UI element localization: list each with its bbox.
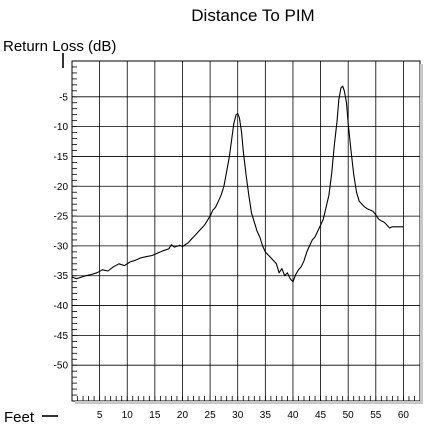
x-tick-label: 25	[205, 410, 217, 421]
x-tick-label: 55	[370, 410, 382, 421]
x-tick-label: 35	[260, 410, 272, 421]
x-tick-label: 50	[343, 410, 355, 421]
minor-ticks	[72, 66, 415, 402]
x-tick-label: 45	[315, 410, 327, 421]
series-line-0	[71, 85, 404, 283]
x-tick-label: 15	[149, 410, 161, 421]
y-tick-label: -10	[54, 122, 69, 133]
y-tick-label: -30	[54, 241, 69, 252]
y-tick-label: -15	[54, 152, 69, 163]
y-tick-label: -45	[54, 331, 69, 342]
y-tick-label: -40	[54, 301, 69, 312]
plot-area	[71, 60, 421, 402]
x-tick-label: 60	[398, 410, 410, 421]
series-layer	[71, 85, 404, 283]
chart-title: Distance To PIM	[191, 6, 314, 25]
x-tick-label: 10	[122, 410, 134, 421]
y-axis-label: Return Loss (dB)	[3, 38, 116, 55]
plot-shadow-bottom	[75, 401, 423, 404]
y-tick-label: -25	[54, 212, 69, 223]
y-tick-label: -35	[54, 271, 69, 282]
x-tick-label: 5	[97, 410, 103, 421]
y-tick-label: -50	[54, 361, 69, 372]
x-tick-label: 30	[232, 410, 244, 421]
x-tick-label: 40	[287, 410, 299, 421]
y-ticks: -5 -10 -15 -20 -25 -30 -35 -40 -45 -50	[54, 92, 69, 371]
x-ticks: 5 10 15 20 25 30 35 40 45 50 55 60	[97, 410, 410, 421]
x-axis-label: Feet	[4, 409, 35, 425]
x-tick-label: 20	[177, 410, 189, 421]
plot-shadow-right	[420, 64, 423, 403]
y-tick-label: -5	[59, 92, 68, 103]
y-tick-label: -20	[54, 182, 69, 193]
grid	[72, 61, 420, 401]
